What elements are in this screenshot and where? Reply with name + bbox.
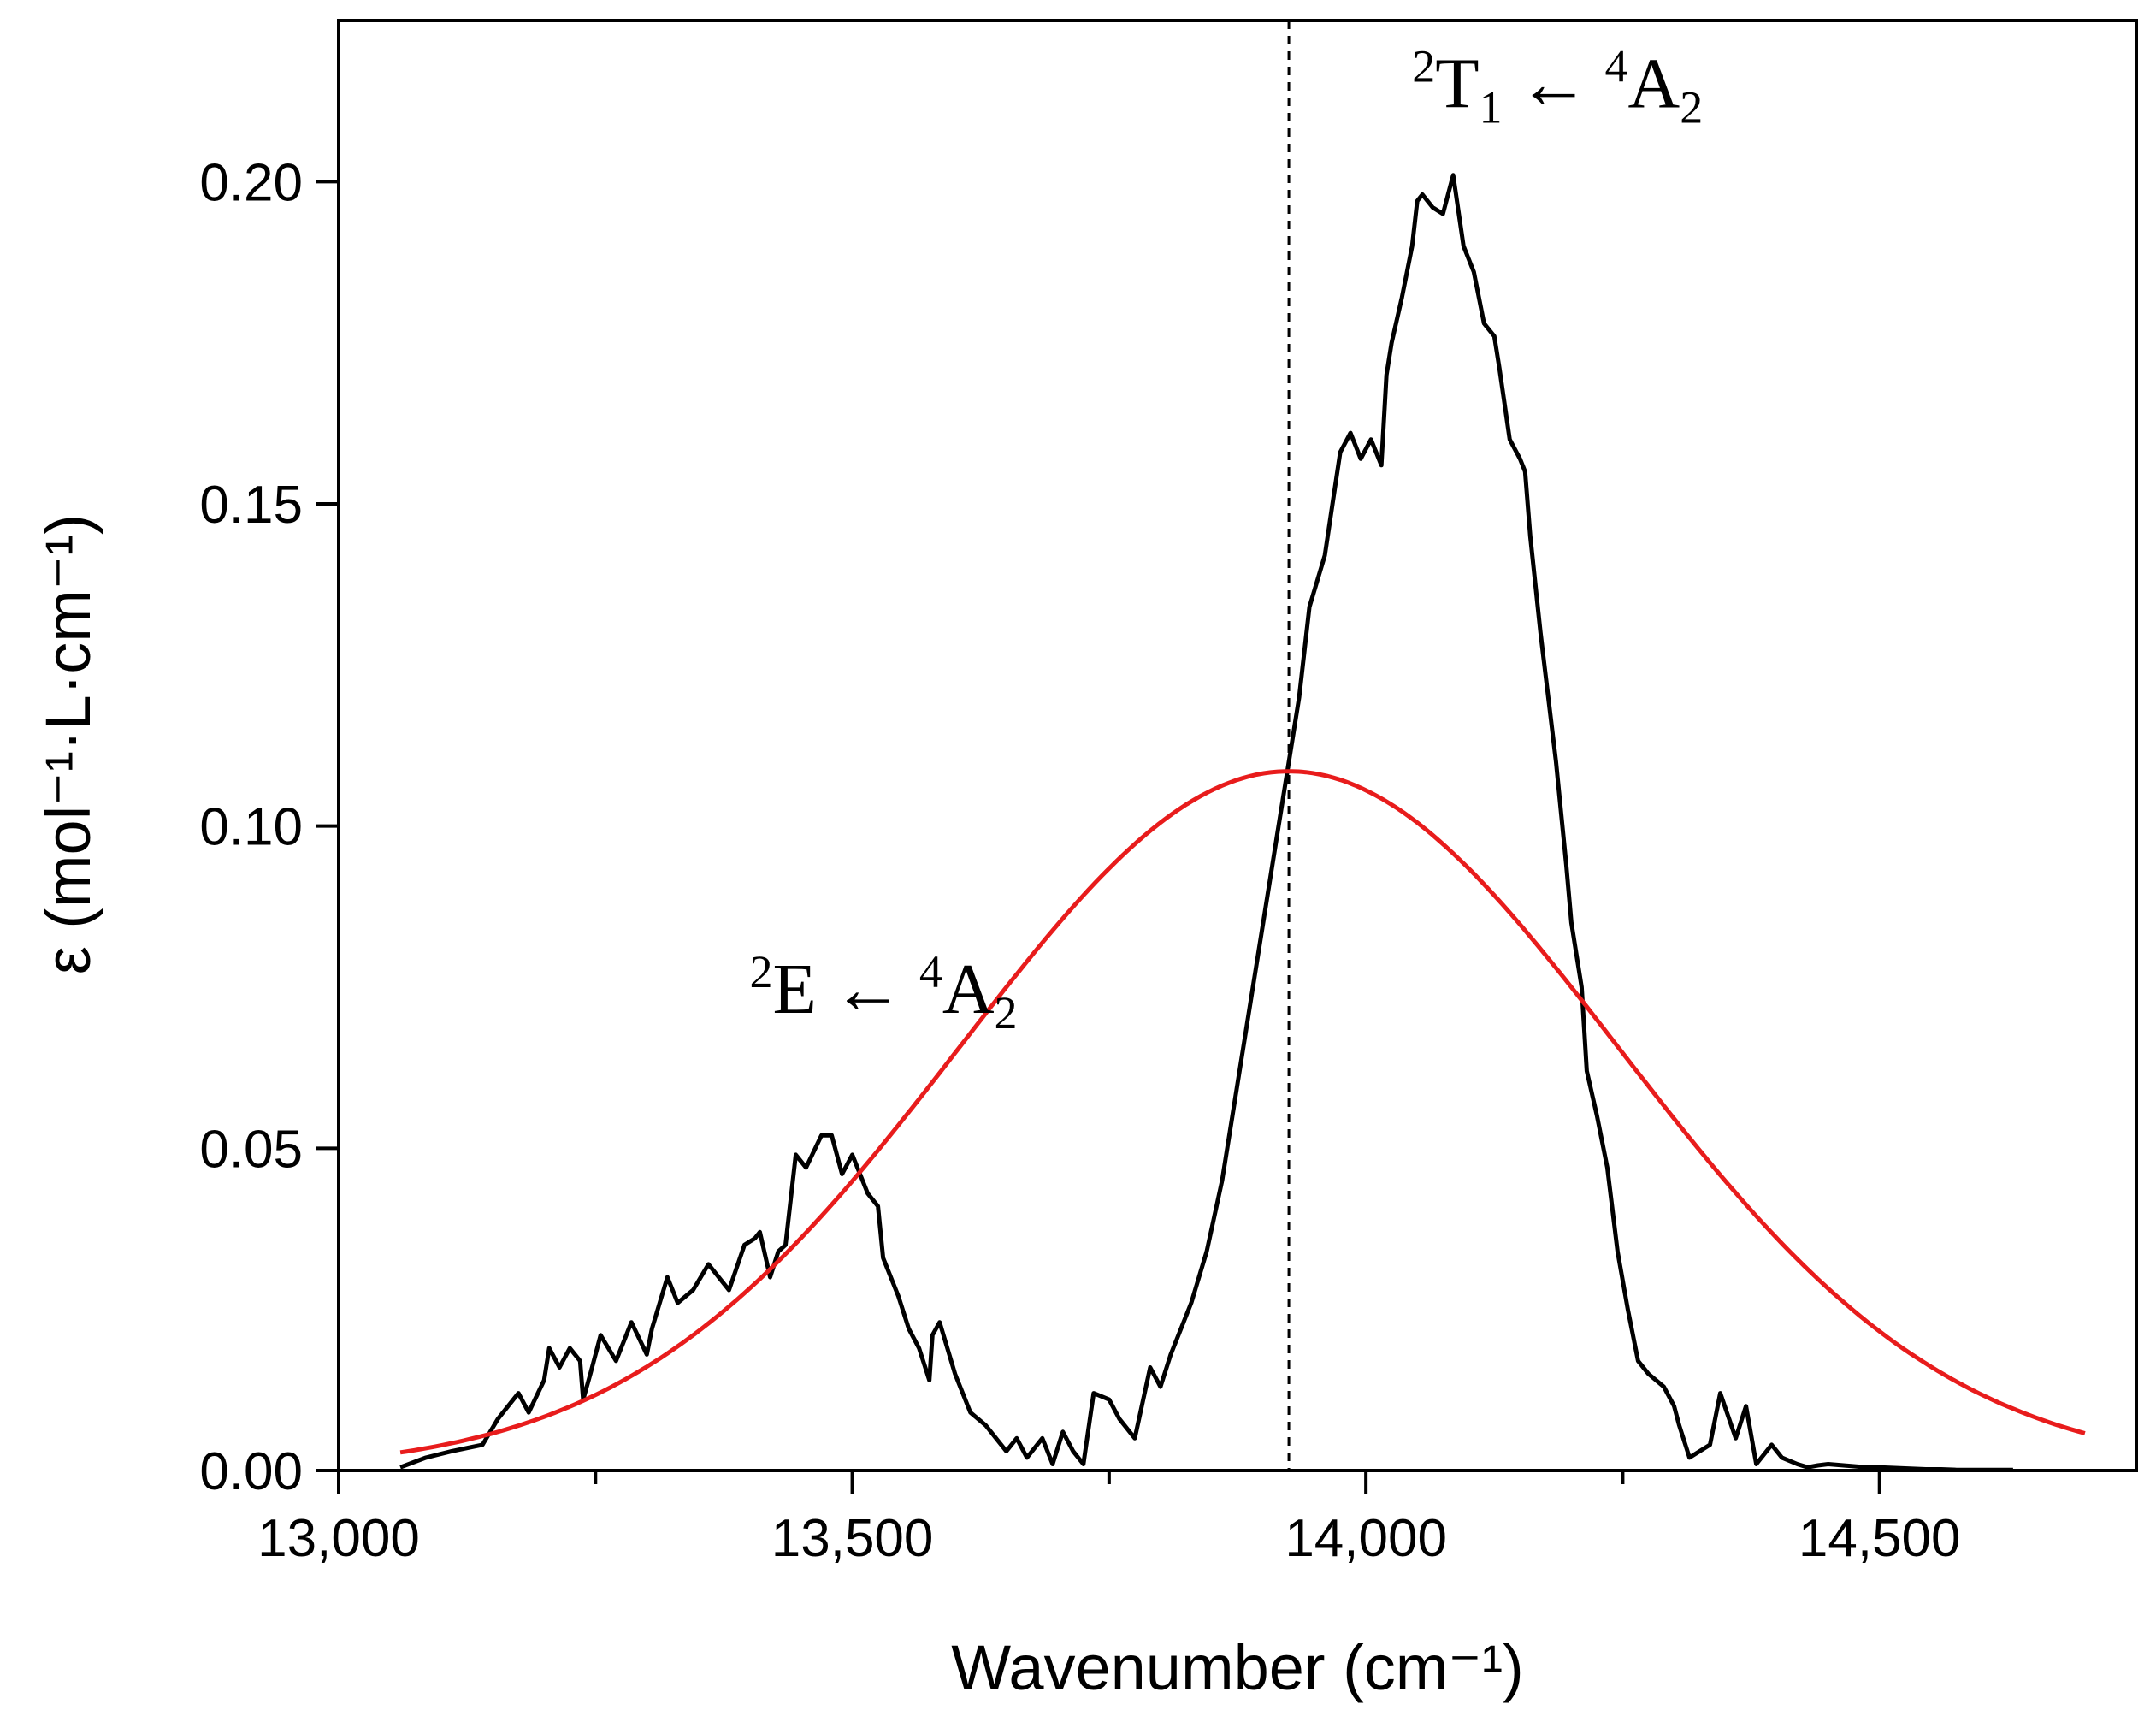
x-tick-label: 13,000: [257, 1509, 420, 1568]
absorption-spectrum-line: [399, 173, 2013, 1472]
x-tick-label: 13,500: [771, 1509, 934, 1568]
annotation-t1-base-sub: 1: [1480, 82, 1503, 133]
annotation-e-target-sup: 4: [919, 946, 942, 997]
plot-frame: [337, 19, 2138, 1472]
annotation-e-pre-sup: 2: [750, 946, 773, 997]
annotation-e-target-sub: 2: [994, 987, 1017, 1039]
plot-area: [399, 21, 2086, 1472]
annotation-t1-pre-sup: 2: [1412, 41, 1435, 92]
y-tick-label: 0.10: [199, 798, 303, 857]
annotation-t1-target: A: [1628, 44, 1680, 124]
x-tick-label: 14,000: [1285, 1509, 1447, 1568]
annotation-e-base: E: [773, 950, 817, 1029]
axis-ticks: [316, 180, 1881, 1494]
annotation-2e-transition: 2E ← 4A2: [750, 946, 1018, 1039]
annotation-t1-base: T: [1435, 44, 1479, 124]
annotation-t1-target-sub: 2: [1680, 82, 1703, 133]
annotation-2t1-transition: 2T1 ← 4A2: [1412, 41, 1703, 133]
annotation-e-arrow: ←: [832, 950, 904, 1029]
x-axis-title: Wavenumber (cm⁻¹): [951, 1632, 1524, 1703]
annotation-t1-target-sup: 4: [1605, 41, 1628, 92]
y-tick-label: 0.15: [199, 476, 303, 535]
axis-tick-labels: 13,000 13,500 14,000 14,500 0.00 0.05 0.10 0.15…: [199, 153, 1960, 1568]
y-tick-label: 0.20: [199, 153, 303, 212]
gaussian-fit-line: [399, 769, 2086, 1455]
y-tick-label: 0.05: [199, 1120, 303, 1179]
annotation-t1-arrow: ←: [1518, 44, 1590, 124]
annotation-e-target: A: [942, 950, 995, 1029]
x-tick-label: 14,500: [1799, 1509, 1961, 1568]
y-axis-title: ε (mol⁻¹·L·cm⁻¹): [32, 514, 103, 975]
y-tick-label: 0.00: [199, 1442, 303, 1501]
